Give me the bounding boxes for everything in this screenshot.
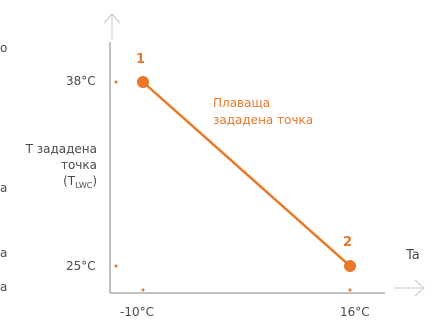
x-axis-arrow <box>394 279 425 297</box>
x-tick-label-minus10: -10°C <box>120 305 154 319</box>
edge-fragment-2: a <box>0 181 8 195</box>
y-axis-label: T зададена точка (TLWC) <box>26 142 97 193</box>
annotation-line2: зададена точка <box>213 113 314 127</box>
annotation-line1: Плаваща <box>213 96 271 110</box>
y-tick-dot-38 <box>114 80 118 84</box>
series-line <box>141 80 352 268</box>
data-point-1 <box>137 76 149 88</box>
y-tick-label-25: 25°C <box>66 259 96 273</box>
point-label-2: 2 <box>343 235 353 250</box>
y-axis-label-line3: (TLWC) <box>26 174 97 193</box>
edge-fragment-4: a <box>0 280 8 294</box>
x-tick-dot-16 <box>348 288 352 292</box>
y-axis-label-close: ) <box>92 174 97 188</box>
data-point-2 <box>344 260 356 272</box>
point-label-1: 1 <box>136 52 146 67</box>
y-tick-dot-25 <box>114 264 118 268</box>
x-tick-dot-minus10 <box>141 288 145 292</box>
y-axis-label-open: (T <box>63 174 76 188</box>
y-axis-arrow <box>103 13 121 40</box>
y-tick-label-38: 38°C <box>66 74 96 88</box>
x-tick-label-16: 16°C <box>340 305 370 319</box>
edge-fragment-1: o <box>0 41 8 55</box>
y-axis-label-sub: LWC <box>75 181 93 190</box>
x-axis-label: Ta <box>406 248 420 263</box>
y-axis-label-line2: точка <box>60 158 97 172</box>
edge-fragment-3: a <box>0 246 8 260</box>
y-axis-label-line1: T зададена <box>25 142 97 156</box>
